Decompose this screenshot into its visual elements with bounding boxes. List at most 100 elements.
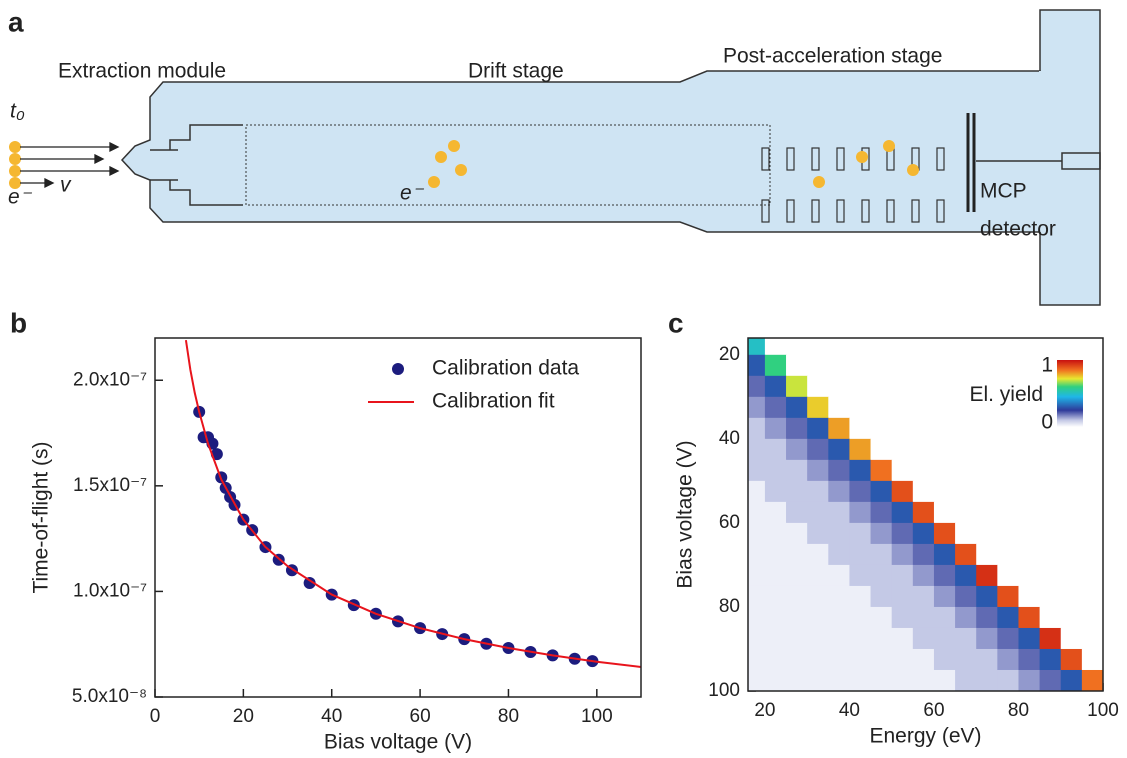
heatmap-cell <box>870 354 893 377</box>
heatmap-cell <box>912 375 935 398</box>
heatmap-cell <box>976 417 998 440</box>
heatmap-cell <box>764 480 787 503</box>
heatmap-cell <box>976 480 998 503</box>
legend-label: Calibration data <box>432 357 579 380</box>
x-axis-label: Energy (eV) <box>869 725 981 748</box>
heatmap-cell <box>1060 585 1083 608</box>
heatmap-cell <box>849 396 872 419</box>
heatmap-cell <box>828 459 850 482</box>
heatmap-cell <box>997 501 1019 524</box>
y-tick-label: 80 <box>719 596 740 617</box>
heatmap-cell <box>849 543 872 566</box>
heatmap-cell <box>933 375 956 398</box>
x-tick-label: 100 <box>581 706 613 727</box>
heatmap-cell <box>955 648 977 671</box>
heatmap-cell <box>1018 522 1041 545</box>
heatmap-cell <box>955 501 977 524</box>
heatmap-cell <box>1018 606 1041 629</box>
colorbar-label: El. yield <box>969 383 1043 406</box>
heatmap-cell <box>849 585 872 608</box>
heatmap-cell <box>764 627 787 650</box>
heatmap-cell <box>912 627 935 650</box>
heatmap-cell <box>807 522 829 545</box>
heatmap-cell <box>828 375 850 398</box>
heatmap-cell <box>955 375 977 398</box>
heatmap-cell <box>849 648 872 671</box>
heatmap-cell <box>1018 417 1041 440</box>
heatmap-cell <box>764 522 787 545</box>
heatmap-cell <box>933 564 956 587</box>
heatmap-cell <box>1018 564 1041 587</box>
heatmap-cell <box>807 417 829 440</box>
heatmap-cell <box>933 606 956 629</box>
heatmap-cell <box>786 417 808 440</box>
panel-label: b <box>10 307 27 338</box>
heatmap-cell <box>1039 354 1062 377</box>
x-axis-label: Bias voltage (V) <box>324 731 472 754</box>
x-tick-label: 100 <box>1087 700 1119 721</box>
diagram: a Extraction module Drift stage Post-acc… <box>8 6 1101 306</box>
heatmap-cell <box>997 354 1019 377</box>
heatmap-cell <box>764 375 787 398</box>
heatmap-cell <box>912 606 935 629</box>
extraction-electrodes <box>150 124 243 206</box>
colorbar <box>1057 360 1083 427</box>
heatmap-cell <box>1060 438 1083 461</box>
heatmap-cell <box>828 669 850 691</box>
heatmap-cell <box>1081 648 1103 671</box>
heatmap-cell <box>933 480 956 503</box>
heatmap-cell <box>786 585 808 608</box>
heatmap-cell <box>1081 627 1103 650</box>
heatmap-cell <box>1039 375 1062 398</box>
heatmap-cell <box>955 606 977 629</box>
heatmap-cell <box>748 375 766 398</box>
velocity-arrows <box>20 141 120 189</box>
heatmap-cell <box>997 543 1019 566</box>
heatmap-cell <box>1039 438 1062 461</box>
heatmap-cell <box>807 648 829 671</box>
heatmap-cell <box>807 585 829 608</box>
heatmap-cell <box>828 606 850 629</box>
heatmap-cell <box>997 396 1019 419</box>
heatmap-cell <box>955 543 977 566</box>
heatmap-cell <box>748 606 766 629</box>
heatmap-cell <box>1081 522 1103 545</box>
heatmap-cell <box>786 606 808 629</box>
heatmap-cell <box>1039 459 1062 482</box>
heatmap-cell <box>933 459 956 482</box>
heatmap-cell <box>786 669 808 691</box>
heatmap-cell <box>870 417 893 440</box>
heatmap-cell <box>764 438 787 461</box>
heatmap-cell <box>1018 354 1041 377</box>
connector <box>1061 152 1101 170</box>
heatmap-cell <box>828 338 850 356</box>
heatmap-cell <box>1018 375 1041 398</box>
heatmap-cell <box>1081 480 1103 503</box>
heatmap-cell <box>764 501 787 524</box>
heatmap-cell <box>870 338 893 356</box>
heatmap-cell <box>1018 501 1041 524</box>
heatmap-cell <box>997 522 1019 545</box>
heatmap-cell <box>891 417 914 440</box>
electron-label: e⁻ <box>8 186 33 209</box>
heatmap-cell <box>912 354 935 377</box>
legend-label: Calibration fit <box>432 390 555 413</box>
heatmap-cell <box>1018 543 1041 566</box>
heatmap-cell <box>786 480 808 503</box>
heatmap-cell <box>1081 564 1103 587</box>
heatmap-cell <box>786 564 808 587</box>
heatmap-cell <box>912 480 935 503</box>
heatmap-cell <box>891 669 914 691</box>
heatmap-cell <box>748 564 766 587</box>
heatmap-cell <box>849 627 872 650</box>
heatmap-cell <box>891 459 914 482</box>
heatmap-cell <box>976 564 998 587</box>
y-tick-label: 1.0x10⁻⁷ <box>73 580 147 601</box>
heatmap-cell <box>786 501 808 524</box>
heatmap-cell <box>955 459 977 482</box>
heatmap-cell <box>933 543 956 566</box>
heatmap-cell <box>912 564 935 587</box>
heatmap-cell <box>1039 501 1062 524</box>
heatmap-cell <box>891 585 914 608</box>
heatmap-cell <box>870 627 893 650</box>
